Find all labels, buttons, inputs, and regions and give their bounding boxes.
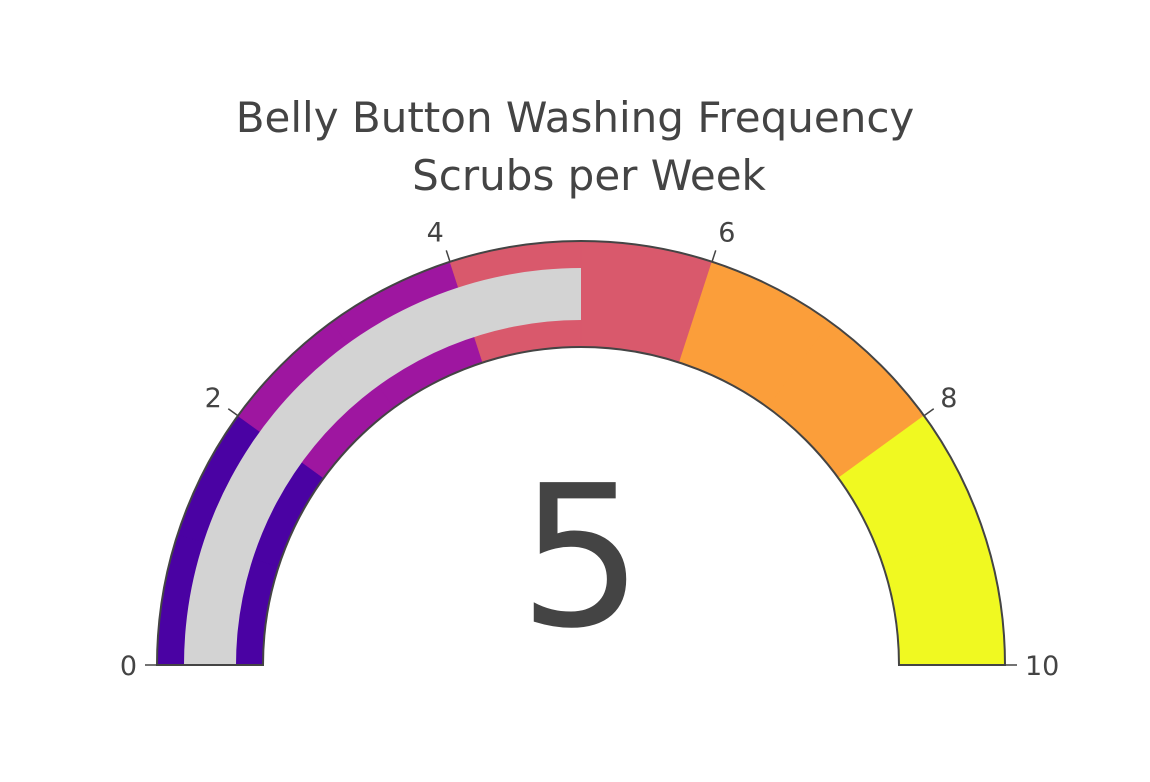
- gauge-tick-label-0: 0: [120, 651, 137, 682]
- title-line-2: Scrubs per Week: [412, 151, 766, 200]
- gauge-tick-label-4: 4: [427, 217, 444, 248]
- gauge-value-number: 5: [519, 444, 644, 672]
- gauge-value-bar: [184, 268, 581, 665]
- gauge-value-bar-group: [184, 268, 581, 665]
- gauge-tick-label-6: 6: [718, 217, 735, 248]
- gauge-outline: [155, 240, 1007, 666]
- gauge-tick-mark-8: [923, 408, 935, 417]
- chart-title: Belly Button Washing Frequency Scrubs pe…: [236, 93, 915, 200]
- title-line-1: Belly Button Washing Frequency: [236, 93, 915, 142]
- gauge-tick-label-8: 8: [940, 383, 957, 414]
- gauge-tick-mark-6: [711, 250, 717, 262]
- gauge-tick-label-2: 2: [205, 383, 222, 414]
- gauge-tick-mark-2: [227, 408, 239, 417]
- gauge-tick-label-10: 10: [1025, 651, 1059, 682]
- gauge-border: [155, 240, 1007, 666]
- gauge-ticks: 0 2 4 6 8 10: [120, 217, 1060, 682]
- gauge-tick-mark-4: [445, 250, 451, 262]
